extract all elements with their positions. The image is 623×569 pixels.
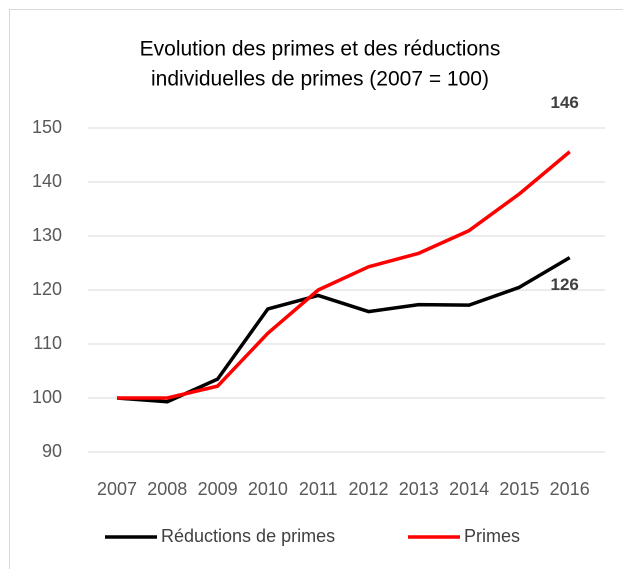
x-tick-label: 2013 [399, 479, 439, 499]
x-tick-label: 2014 [449, 479, 489, 499]
y-tick-label: 100 [32, 387, 62, 407]
y-tick-label: 150 [32, 117, 62, 137]
x-tick-label: 2007 [97, 479, 137, 499]
x-tick-label: 2009 [198, 479, 238, 499]
data-label: 126 [551, 275, 579, 294]
series-line [117, 150, 571, 400]
y-tick-label: 110 [33, 333, 62, 353]
legend-label: Primes [464, 526, 520, 546]
x-tick-label: 2012 [348, 479, 388, 499]
y-tick-label: 140 [32, 171, 62, 191]
legend-label: Réductions de primes [161, 526, 335, 546]
y-tick-label: 120 [32, 279, 62, 299]
x-tick-label: 2015 [499, 479, 539, 499]
y-tick-label: 90 [42, 441, 62, 461]
x-tick-label: 2016 [550, 479, 590, 499]
x-tick-label: 2011 [299, 479, 338, 499]
x-tick-label: 2010 [248, 479, 288, 499]
y-tick-label: 130 [32, 225, 62, 245]
x-tick-label: 2008 [147, 479, 187, 499]
chart-border [9, 9, 623, 569]
data-label: 146 [551, 93, 579, 112]
chart-title: individuelles de primes (2007 = 100) [151, 68, 489, 91]
chart-title: Evolution des primes et des réductions [140, 38, 501, 61]
